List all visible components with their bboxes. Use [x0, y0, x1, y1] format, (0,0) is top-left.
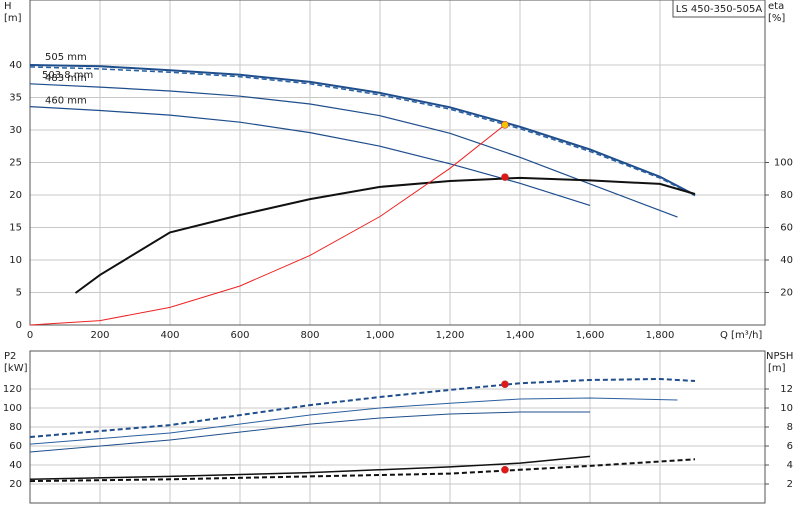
y-tick-label: 25 [9, 158, 22, 169]
x-tick-label: 800 [300, 330, 319, 341]
y-tick-label: 5 [16, 288, 22, 299]
x-tick-label: 400 [160, 330, 179, 341]
y2-tick-label: 8 [787, 422, 793, 433]
y2-unit: [%] [768, 13, 785, 24]
operating-point [501, 173, 509, 181]
y2-tick-label: 60 [780, 223, 793, 234]
y-tick-label: 15 [9, 223, 22, 234]
y-tick-label: 60 [9, 441, 22, 452]
x-tick-label: 1,800 [646, 330, 675, 341]
y-tick-label: 35 [9, 93, 22, 104]
y-label: P2 [4, 351, 16, 362]
curve-label: 483 mm [45, 73, 87, 84]
operating-point [501, 465, 509, 474]
curve [29, 106, 591, 206]
x-tick-label: 1,200 [436, 330, 465, 341]
plot-frame [29, 350, 766, 504]
y2-tick-label: 10 [780, 403, 793, 414]
y2-tick-label: 6 [787, 441, 793, 452]
curve [29, 411, 590, 453]
y2-tick-label: 40 [780, 255, 793, 266]
plot-frame [29, 0, 766, 326]
y-tick-label: 0 [16, 320, 22, 331]
x-tick-label: 1,600 [576, 330, 605, 341]
y2-tick-label: 12 [780, 384, 793, 395]
curve [29, 455, 591, 481]
curve [29, 377, 696, 438]
y2-tick-label: 100 [774, 158, 793, 169]
y-tick-label: 40 [9, 460, 22, 471]
y-tick-label: 10 [9, 255, 22, 266]
y-label: H [4, 1, 12, 12]
y2-label: NPSH [766, 351, 793, 362]
x-tick-label: 600 [230, 330, 249, 341]
x-tick-label: 0 [27, 330, 33, 341]
y2-tick-label: 80 [780, 190, 793, 201]
operating-point [501, 121, 509, 129]
x-tick-label: 200 [90, 330, 109, 341]
curve [29, 64, 696, 196]
curve-label: 460 mm [45, 96, 87, 107]
operating-point [501, 380, 509, 389]
y2-unit: [m] [768, 363, 786, 374]
y-unit: [m] [4, 13, 22, 24]
x-label: Q [m³/h] [720, 330, 762, 341]
curve-label: 503.8 mm [42, 70, 93, 81]
curve [29, 124, 506, 326]
chart-title: LS 450-350-505A [676, 4, 763, 15]
curve [74, 176, 696, 294]
y2-tick-label: 20 [780, 288, 793, 299]
y2-label: eta [768, 1, 784, 12]
curve [29, 458, 696, 483]
curve-label: 505 mm [45, 52, 87, 63]
y-tick-label: 20 [9, 190, 22, 201]
y-tick-label: 40 [9, 60, 22, 71]
curve [29, 66, 696, 197]
y-tick-label: 80 [9, 422, 22, 433]
x-tick-label: 1,000 [366, 330, 395, 341]
curve [29, 83, 678, 218]
y-tick-label: 120 [3, 384, 22, 395]
y2-tick-label: 4 [787, 460, 793, 471]
y-unit: [kW] [4, 363, 28, 374]
curve [29, 397, 678, 445]
y-tick-label: 100 [3, 403, 22, 414]
x-tick-label: 1,400 [506, 330, 535, 341]
y-tick-label: 20 [9, 479, 22, 490]
y-tick-label: 30 [9, 125, 22, 136]
y2-tick-label: 2 [787, 479, 793, 490]
